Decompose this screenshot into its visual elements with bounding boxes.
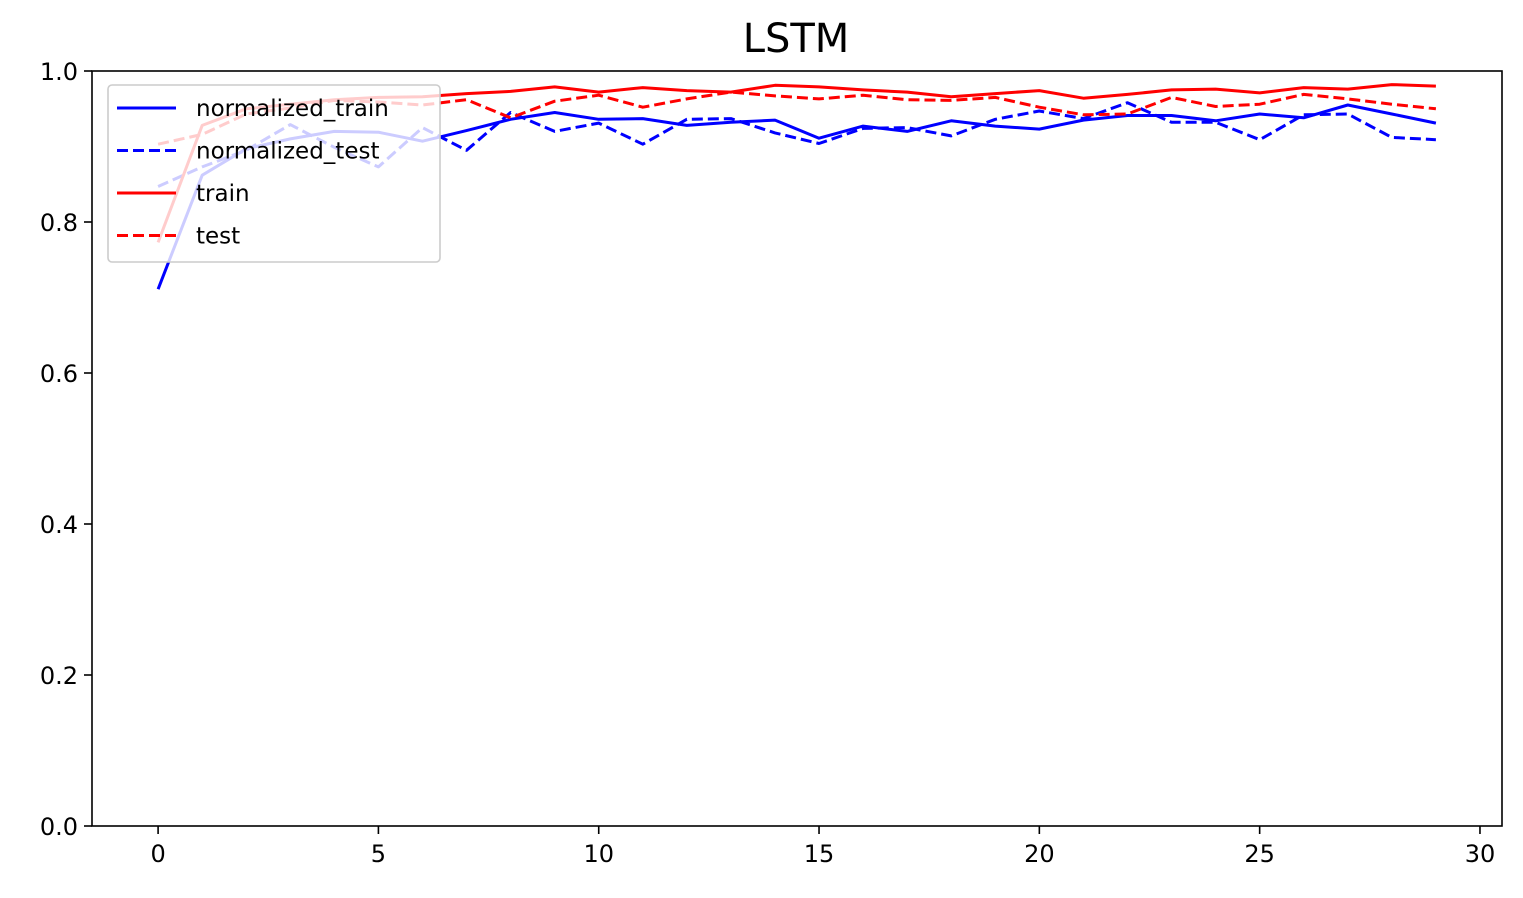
axis-ticks: 0 5 10 15 20 25 30 0.0 0.2 0.4 0.6 0.8 1.0 <box>40 58 1495 868</box>
legend-box <box>107 84 441 263</box>
series-line-normalized-test <box>157 101 1436 188</box>
x-tick-label: 30 <box>1465 840 1496 868</box>
x-tick-label: 0 <box>150 840 165 868</box>
legend-label: test <box>196 224 240 250</box>
x-tick-label: 20 <box>1024 840 1055 868</box>
y-tick-label: 1.0 <box>40 58 78 86</box>
x-tick-label: 10 <box>583 840 614 868</box>
legend-label: normalized_test <box>196 139 379 165</box>
y-tick-label: 0.6 <box>40 360 78 388</box>
chart-title: LSTM <box>743 16 850 62</box>
x-tick-label: 25 <box>1244 840 1275 868</box>
y-tick-label: 0.4 <box>40 511 78 539</box>
x-tick-label: 15 <box>804 840 835 868</box>
legend-label: normalized_train <box>196 96 389 122</box>
series-line-test <box>157 90 1437 146</box>
legend-label: train <box>196 181 250 207</box>
y-tick-label: 0.2 <box>40 662 78 690</box>
y-tick-label: 0.8 <box>40 209 78 237</box>
axes-frame <box>91 70 1503 827</box>
y-tick-label: 0.0 <box>40 813 78 841</box>
x-tick-label: 5 <box>371 840 386 868</box>
